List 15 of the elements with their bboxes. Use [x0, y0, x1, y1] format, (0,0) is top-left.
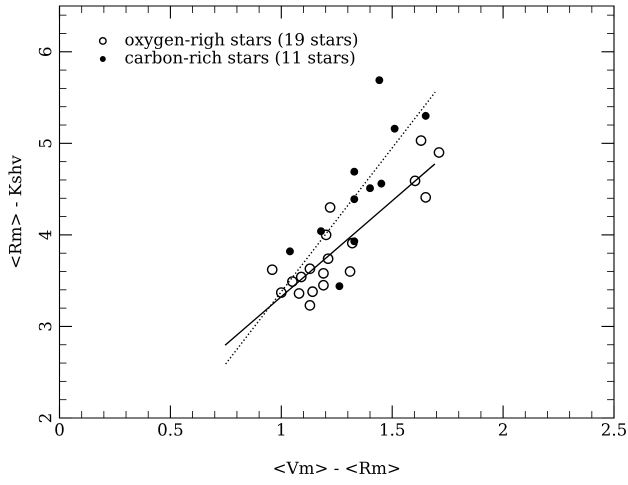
- y-tick-label: 5: [39, 139, 52, 148]
- x-tick-label: 1.5: [380, 423, 404, 436]
- x-tick-label: 0.5: [158, 423, 182, 436]
- y-tick-label: 6: [38, 48, 52, 56]
- x-tick-label: 2: [498, 423, 507, 436]
- x-tick-label: 1: [278, 423, 284, 436]
- x-tick-label: 0: [55, 423, 64, 436]
- legend-label: carbon-rich stars (11 stars): [125, 50, 354, 66]
- y-tick-label: 4: [38, 230, 52, 240]
- x-tick-label: 2.5: [602, 423, 626, 436]
- y-tick-label: 2: [38, 414, 52, 422]
- legend-label: oxygen-righ stars (19 stars): [125, 32, 358, 50]
- x-axis-title: <Vm> - <Rm>: [274, 462, 400, 474]
- y-axis-title: <Rm> - Kshv: [8, 155, 22, 268]
- y-tick-label: 3: [38, 322, 52, 330]
